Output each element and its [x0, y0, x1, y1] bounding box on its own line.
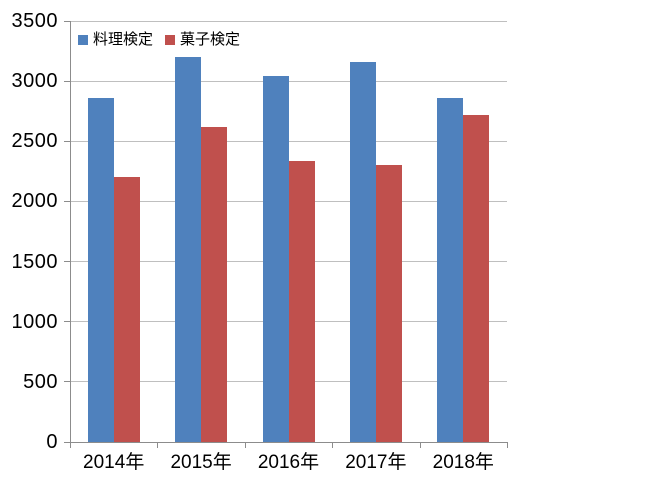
- y-axis-tick: [64, 80, 70, 82]
- x-axis-category-label: 2014年: [83, 452, 145, 473]
- x-axis-tick: [507, 442, 508, 448]
- x-axis-tick: [70, 442, 71, 448]
- bar: [175, 57, 202, 442]
- x-axis-category-label: 2016年: [257, 452, 320, 473]
- bar: [288, 160, 315, 442]
- y-axis-label: 3500: [11, 10, 58, 32]
- y-axis-label: 500: [23, 370, 58, 393]
- gridline: [70, 140, 507, 142]
- bar: [463, 114, 490, 442]
- bar: [437, 97, 464, 442]
- y-axis-label: 2000: [11, 190, 58, 213]
- x-axis-category-label: 2015年: [170, 452, 232, 473]
- bar: [375, 165, 402, 442]
- x-axis-category-label: 2018年: [432, 452, 494, 473]
- bar: [113, 177, 140, 442]
- x-axis-line: [70, 442, 507, 443]
- y-axis-label: 1000: [11, 310, 58, 333]
- x-axis-tick: [157, 442, 159, 448]
- y-axis-tick: [64, 321, 70, 323]
- y-axis-tick: [64, 140, 70, 142]
- y-axis-tick: [64, 261, 70, 263]
- y-axis-tick: [64, 441, 70, 443]
- legend-item: 菓子検定: [165, 31, 240, 49]
- legend-label: 料理検定: [93, 31, 154, 48]
- legend-swatch-icon: [165, 35, 176, 45]
- x-axis-tick: [419, 442, 421, 448]
- x-axis-tick: [244, 442, 246, 448]
- bar: [87, 97, 114, 442]
- legend-label: 菓子検定: [180, 31, 241, 48]
- x-axis-category-label: 2017年: [345, 452, 407, 473]
- gridline: [70, 20, 507, 22]
- y-axis-line: [70, 21, 71, 443]
- y-axis-label: 2500: [11, 130, 58, 153]
- y-axis-tick: [64, 381, 70, 383]
- gridline: [70, 80, 507, 82]
- bar: [349, 61, 376, 442]
- bar: [201, 126, 228, 442]
- x-axis-tick: [332, 442, 334, 448]
- bar: [262, 76, 289, 442]
- y-axis-label: 3000: [11, 70, 58, 93]
- y-axis-label: 0: [46, 431, 58, 453]
- chart-legend: 料理検定 菓子検定: [78, 31, 252, 49]
- legend-item: 料理検定: [78, 31, 153, 49]
- y-axis-tick: [64, 200, 70, 202]
- legend-swatch-icon: [78, 35, 88, 45]
- y-axis-tick: [64, 20, 70, 22]
- y-axis-label: 1500: [11, 250, 58, 273]
